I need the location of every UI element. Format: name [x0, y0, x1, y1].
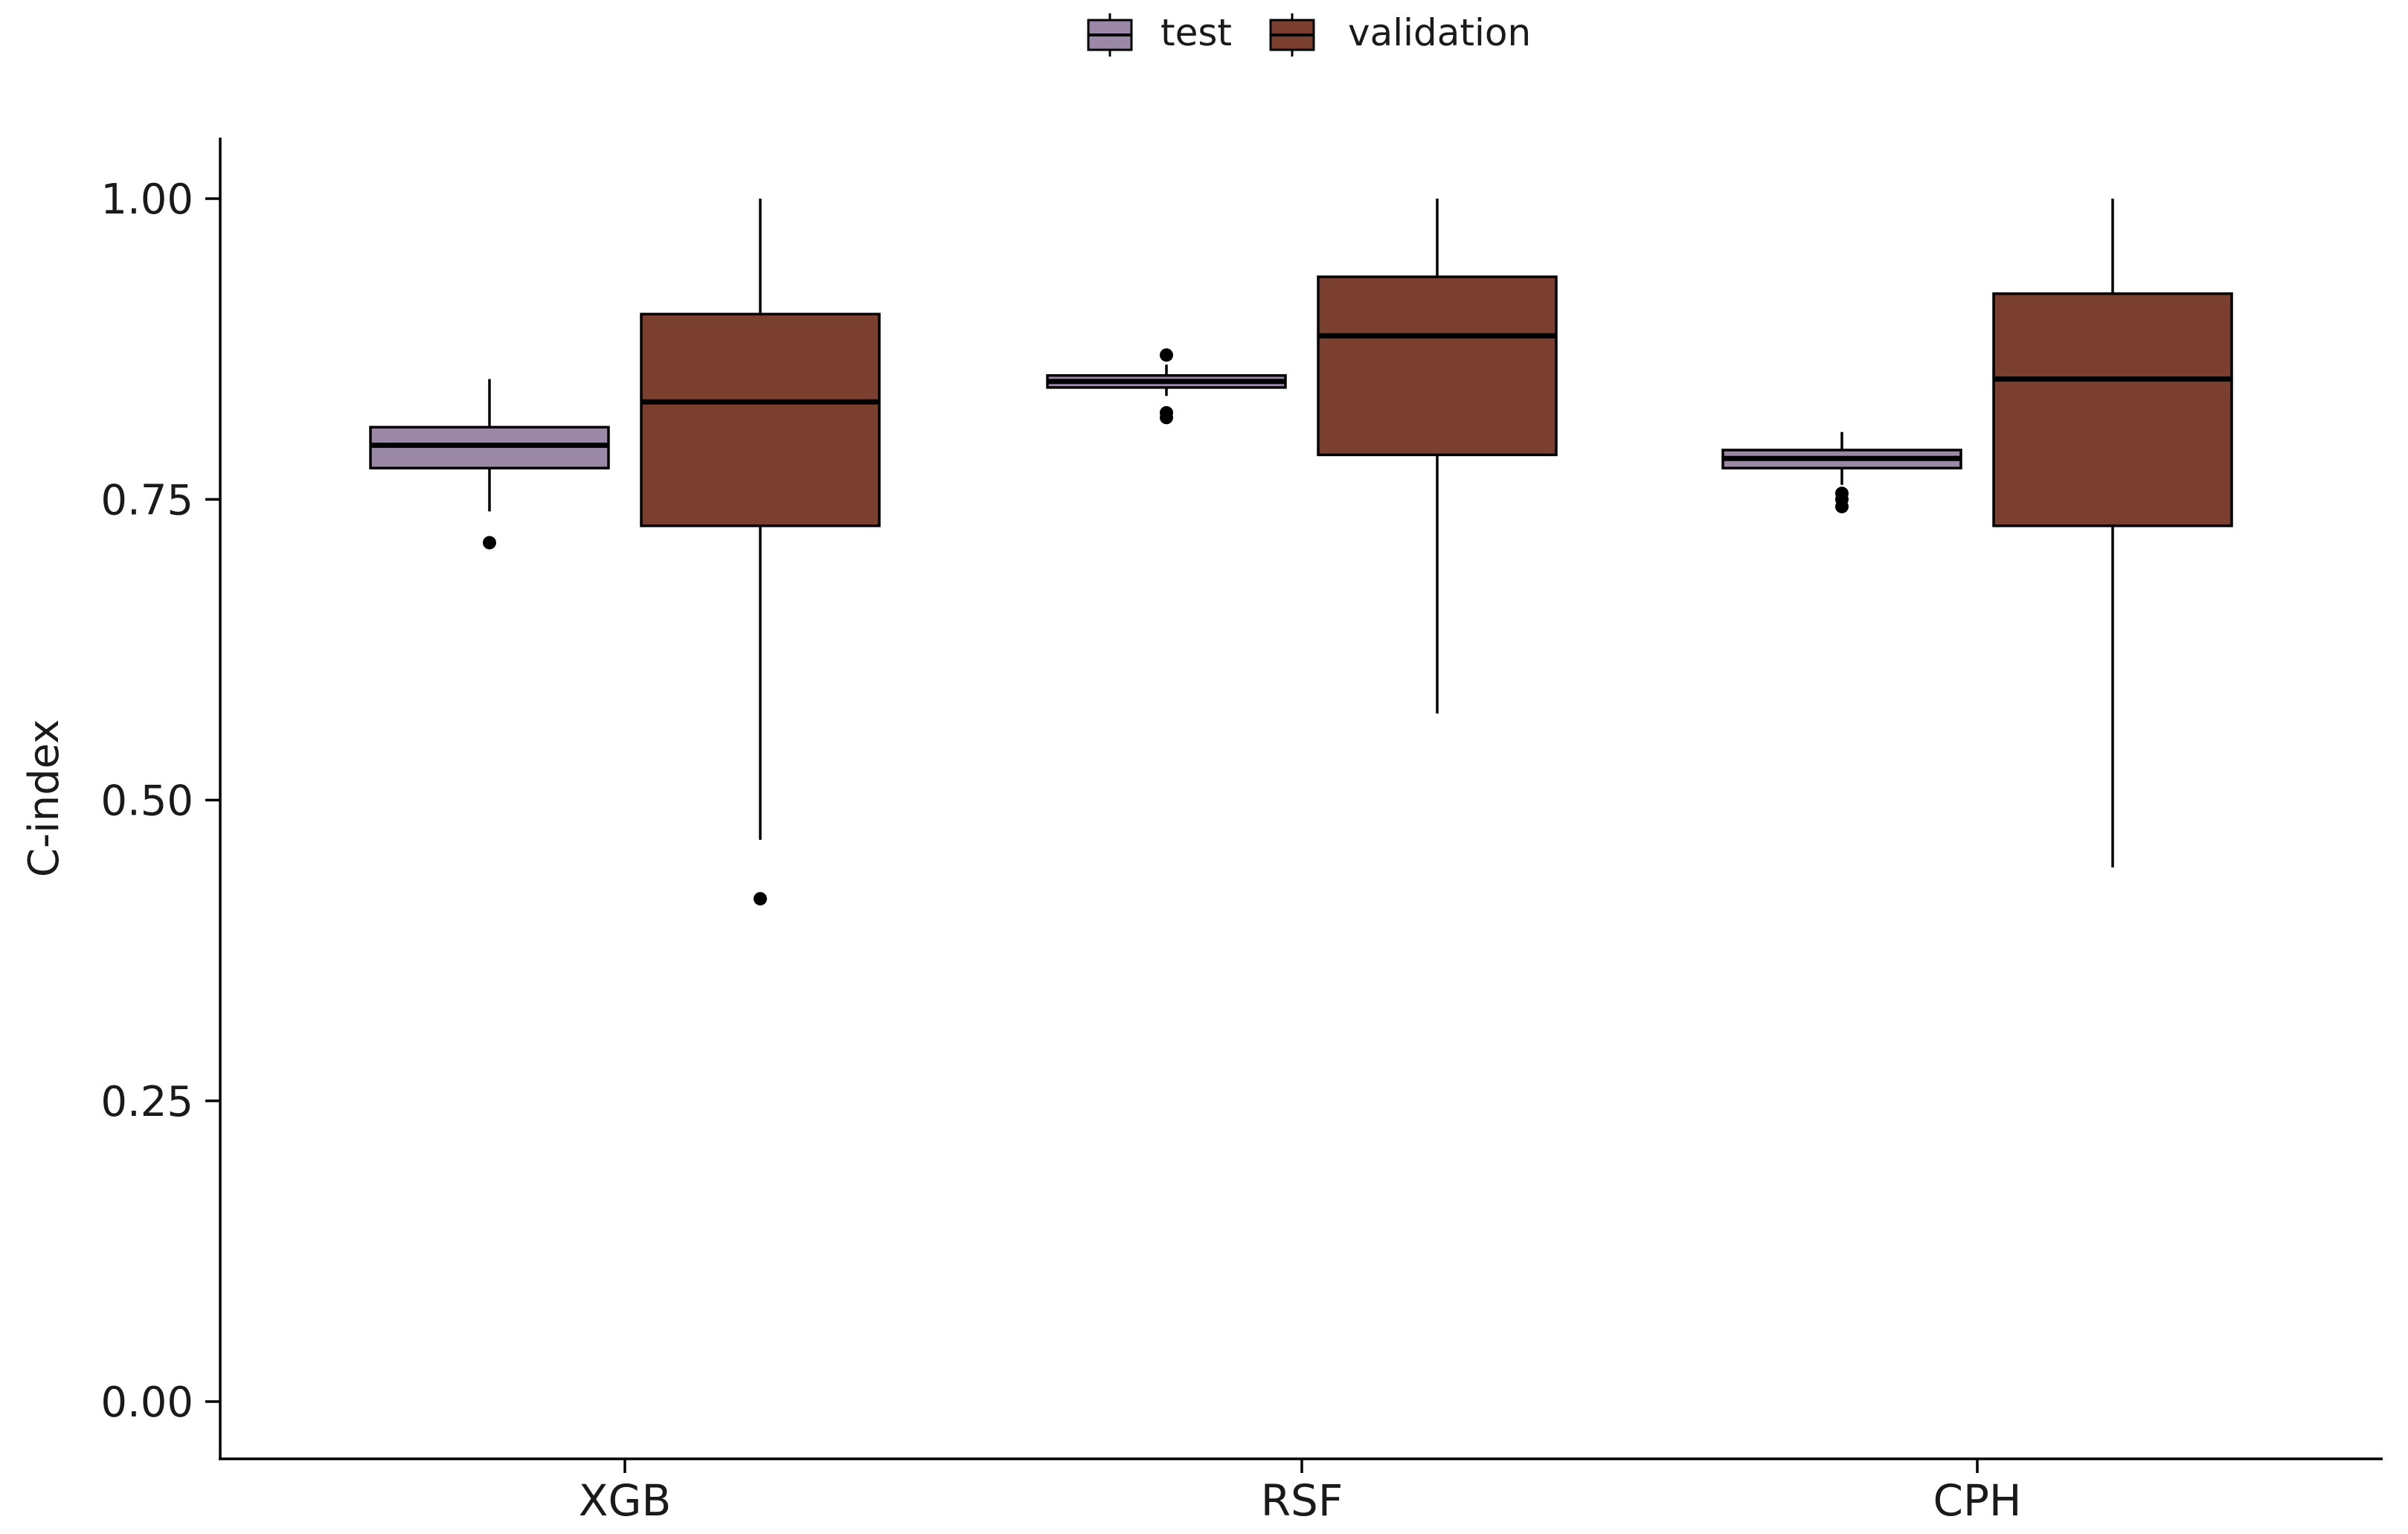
- outlier-point: [1160, 411, 1173, 425]
- y-tick-label: 0.00: [100, 1379, 193, 1427]
- y-tick-label: 0.75: [100, 476, 193, 524]
- outlier-point: [754, 892, 767, 906]
- box-iqr: [640, 312, 881, 527]
- x-tick-label: CPH: [1933, 1475, 2021, 1526]
- legend-label-test: test: [1160, 11, 1232, 54]
- outlier-point: [1835, 499, 1849, 513]
- box-cph-validation[interactable]: [1992, 199, 2233, 868]
- y-ticks: 0.00 0.25 0.50 0.75 1.00: [100, 176, 220, 1427]
- box-xgb-validation[interactable]: [640, 199, 881, 906]
- x-tick-label: XGB: [579, 1475, 671, 1526]
- box-cph-test[interactable]: [1721, 431, 1962, 513]
- x-tick-label: RSF: [1261, 1475, 1343, 1526]
- y-tick-label: 0.50: [100, 777, 193, 826]
- legend: test validation: [1087, 11, 1531, 57]
- outlier-point: [1160, 348, 1173, 362]
- legend-label-validation: validation: [1348, 11, 1531, 54]
- box-rsf-validation[interactable]: [1317, 199, 1558, 714]
- y-tick-label: 1.00: [100, 176, 193, 224]
- box-xgb-test[interactable]: [369, 379, 610, 550]
- x-ticks: XGB RSF CPH: [579, 1459, 2022, 1526]
- boxes: [369, 199, 2233, 906]
- legend-item-validation[interactable]: validation: [1269, 11, 1531, 57]
- box-iqr: [1992, 292, 2233, 527]
- y-axis-title: C-index: [20, 719, 68, 878]
- y-tick-label: 0.25: [100, 1078, 193, 1126]
- box-iqr: [1317, 275, 1558, 457]
- legend-item-test[interactable]: test: [1087, 11, 1232, 57]
- outlier-point: [483, 536, 496, 550]
- box-rsf-test[interactable]: [1046, 348, 1287, 425]
